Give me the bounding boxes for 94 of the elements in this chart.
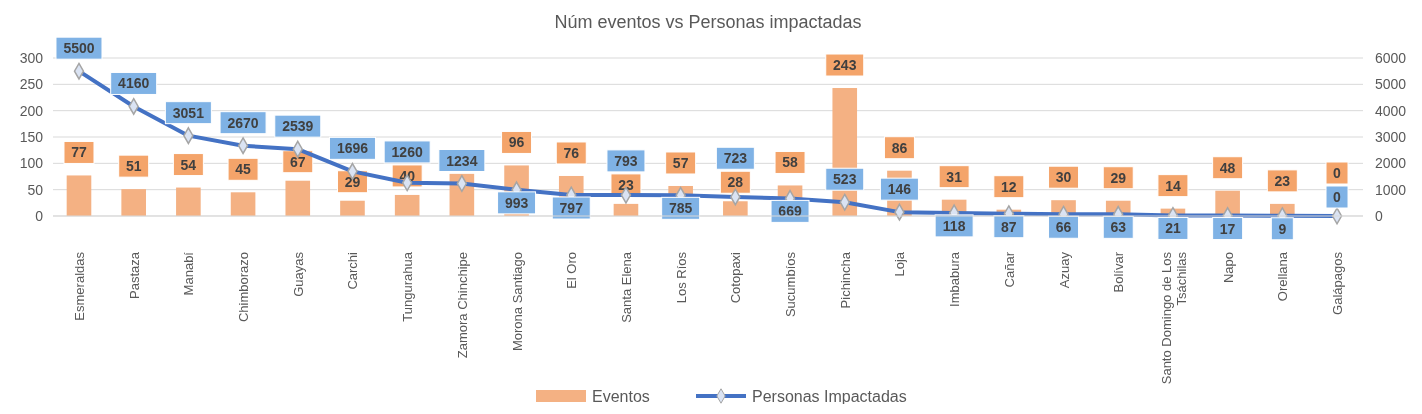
data-label: 12 [1001, 178, 1017, 195]
x-tick-label: Guayas [290, 251, 306, 297]
bar [66, 175, 92, 216]
x-tick-label: Tungurahua [400, 251, 416, 322]
bar [230, 192, 256, 216]
x-tick-label: Los Ríos [673, 251, 689, 304]
y2-tick-label: 1000 [1375, 181, 1407, 198]
data-label: 793 [614, 152, 638, 169]
x-tick-label: Santa Elena [618, 251, 634, 323]
data-label: 23 [618, 176, 634, 193]
data-label: 0 [1333, 165, 1342, 181]
x-tick-label: Santo Domingo de Los Tsáchilas [1158, 251, 1189, 385]
y-tick-label: 0 [35, 208, 44, 224]
data-label: 76 [563, 144, 580, 161]
data-label: 28 [727, 174, 744, 191]
bar [121, 189, 146, 216]
data-label: 2539 [282, 118, 314, 135]
y2-tick-label: 0 [1375, 208, 1383, 224]
data-label: 243 [833, 57, 857, 74]
bar [394, 194, 420, 216]
bar [176, 187, 201, 216]
y-tick-label: 300 [19, 50, 44, 66]
chart-title: Núm eventos vs Personas impactadas [554, 12, 862, 32]
data-label: 2670 [227, 114, 259, 131]
data-label: 30 [1055, 169, 1072, 186]
data-label: 31 [946, 168, 963, 185]
data-label: 993 [504, 194, 529, 211]
data-label: 45 [235, 161, 252, 178]
y-tick-label: 250 [19, 76, 44, 93]
x-tick-label: Sucumbíos [783, 251, 799, 318]
x-tick-label: Pichincha [837, 251, 853, 309]
data-label: 1696 [336, 140, 369, 157]
x-tick-label: Morona Santiago [509, 252, 525, 352]
x-tick-label: Napo [1220, 252, 1236, 284]
data-label: 51 [125, 158, 142, 175]
y2-tick-label: 5000 [1375, 76, 1407, 93]
data-label: 58 [782, 154, 799, 171]
x-tick-label: Imbabura [947, 251, 963, 307]
y2-tick-label: 4000 [1375, 102, 1407, 119]
x-tick-label: Loja [892, 251, 908, 277]
bar [723, 201, 748, 216]
x-tick-label: Bolívar [1111, 251, 1127, 293]
data-label: 57 [672, 154, 689, 171]
data-label: 0 [1333, 189, 1342, 205]
data-label: 29 [344, 173, 361, 190]
x-tick-label: Carchi [345, 251, 361, 290]
x-tick-label: Zamora Chinchipe [454, 252, 470, 359]
data-label: 87 [1001, 218, 1017, 235]
data-label: 54 [180, 156, 197, 173]
data-label: 3051 [172, 104, 205, 121]
y2-tick-label: 6000 [1375, 50, 1407, 66]
y-tick-label: 150 [19, 129, 44, 145]
bar [285, 180, 311, 216]
data-label: 1260 [391, 143, 423, 160]
data-label: 48 [1219, 159, 1236, 176]
x-tick-label: Orellana [1275, 251, 1291, 302]
data-label: 5500 [63, 40, 95, 57]
x-tick-label: Pastaza [126, 251, 142, 299]
data-label: 523 [833, 171, 857, 188]
data-label: 14 [1165, 177, 1181, 194]
data-label: 63 [1110, 219, 1127, 236]
data-label: 669 [778, 203, 802, 220]
data-label: 723 [723, 150, 748, 167]
data-label: 86 [891, 139, 908, 156]
data-label: 17 [1219, 220, 1236, 237]
data-label: 29 [1110, 169, 1127, 186]
data-label: 67 [289, 153, 306, 170]
data-label: 23 [1274, 172, 1291, 189]
data-label: 146 [887, 181, 912, 198]
x-tick-label: Esmeraldas [71, 251, 87, 321]
x-tick-label: El Oro [564, 252, 580, 289]
y2-tick-label: 3000 [1375, 129, 1407, 145]
x-tick-label: Cañar [1001, 251, 1017, 288]
data-label: 96 [508, 134, 525, 151]
bar [340, 200, 365, 216]
data-label: 4160 [118, 75, 150, 92]
data-label: 785 [668, 200, 693, 217]
data-label: 9 [1278, 220, 1287, 237]
data-label: 21 [1165, 220, 1181, 237]
y2-tick-label: 2000 [1375, 155, 1407, 172]
x-tick-label: Cotopaxi [728, 251, 744, 304]
x-tick-label: Manabí [181, 251, 197, 296]
x-tick-label: Azuay [1056, 251, 1072, 289]
y-tick-label: 200 [19, 102, 44, 119]
data-label: 66 [1055, 219, 1072, 236]
legend-label: Eventos [592, 388, 650, 405]
y-tick-label: 50 [27, 181, 44, 198]
y-tick-label: 100 [19, 155, 44, 172]
data-label: 118 [942, 217, 966, 234]
x-tick-label: Chimborazo [236, 252, 252, 323]
data-label: 1234 [446, 152, 478, 169]
data-label: 797 [559, 200, 584, 217]
data-label: 77 [71, 144, 87, 161]
x-tick-label: Galápagos [1330, 251, 1346, 315]
